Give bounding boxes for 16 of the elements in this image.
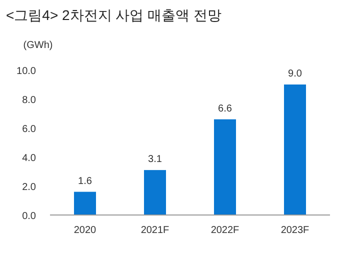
- ylabel: (GWh): [23, 40, 53, 51]
- y-tick-label: 0.0: [22, 211, 36, 222]
- title: <그림4> 2차전지 사업 매출액 전망: [6, 7, 222, 23]
- data-label: 1.6: [78, 176, 92, 187]
- data-label: 3.1: [148, 154, 162, 166]
- y-tick-label: 6.0: [22, 124, 36, 135]
- x-tick-label: 2023F: [280, 225, 310, 236]
- y-tick-label: 10.0: [16, 66, 36, 77]
- y-tick-label: 4.0: [22, 153, 36, 164]
- x-tick-label: 2021F: [140, 225, 170, 236]
- y-tick-label: 8.0: [22, 95, 36, 106]
- x-tick-label: 2020: [74, 225, 97, 236]
- x-tick-label: 2022F: [210, 225, 240, 236]
- data-label: 9.0: [288, 68, 302, 80]
- y-tick-label: 2.0: [22, 182, 36, 193]
- data-label: 6.6: [218, 103, 232, 114]
